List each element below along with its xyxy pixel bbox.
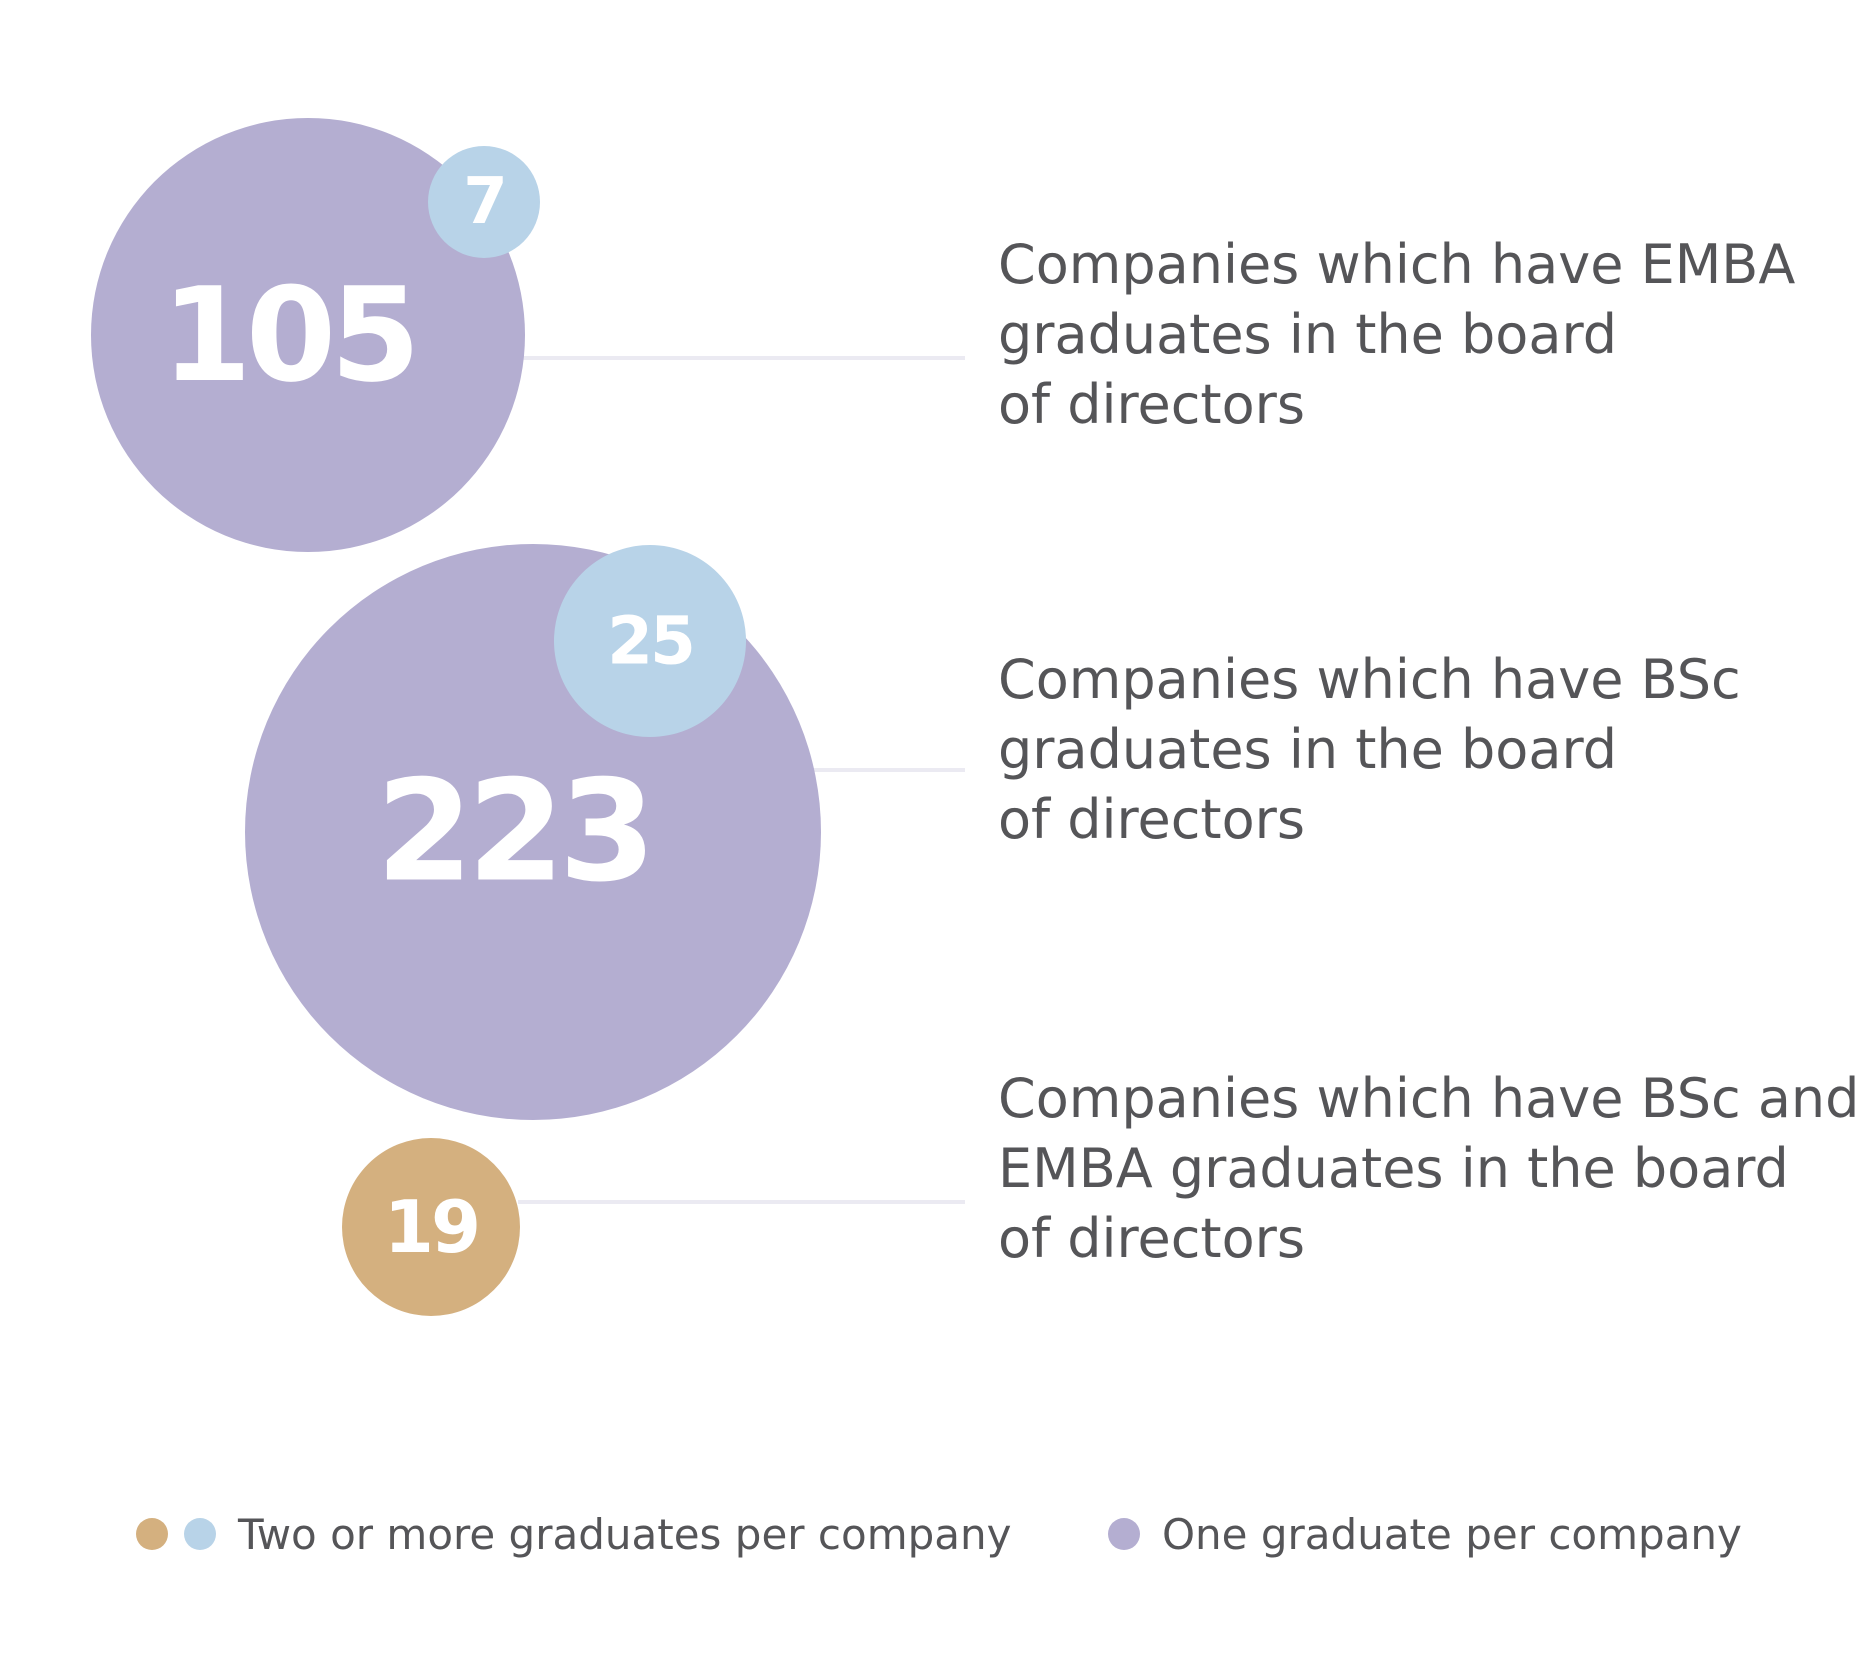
bubble-two-or-more — [554, 545, 746, 737]
bubble-one-graduate-value: 223 — [376, 751, 650, 914]
legend-label-one: One graduate per company — [1162, 1510, 1742, 1559]
bubble-two-or-more-value: 7 — [463, 165, 505, 239]
bubble-two-or-more — [342, 1138, 520, 1316]
row-label-line: EMBA graduates in the board — [998, 1137, 1789, 1200]
row-label-line: of directors — [998, 788, 1305, 851]
legend-label-two-or-more: Two or more graduates per company — [237, 1510, 1011, 1559]
bubble-two-or-more-value: 19 — [384, 1185, 478, 1269]
row-label-line: graduates in the board — [998, 718, 1617, 781]
legend-swatch-gold — [136, 1518, 168, 1550]
bubble-one-graduate — [91, 118, 525, 552]
row-label-line: Companies which have EMBA — [998, 233, 1795, 296]
row-label-line: graduates in the board — [998, 303, 1617, 366]
row-label-line: Companies which have BSc — [998, 648, 1741, 711]
row-label-line: Companies which have BSc and — [998, 1067, 1859, 1130]
bubble-one-graduate-value: 105 — [161, 259, 414, 411]
legend-swatch-purple — [1108, 1518, 1140, 1550]
row-label-line: of directors — [998, 373, 1305, 436]
bubble-two-or-more — [428, 146, 540, 258]
bubble-two-or-more-value: 25 — [607, 603, 693, 680]
row-label-line: of directors — [998, 1207, 1305, 1270]
legend-swatch-blue — [184, 1518, 216, 1550]
